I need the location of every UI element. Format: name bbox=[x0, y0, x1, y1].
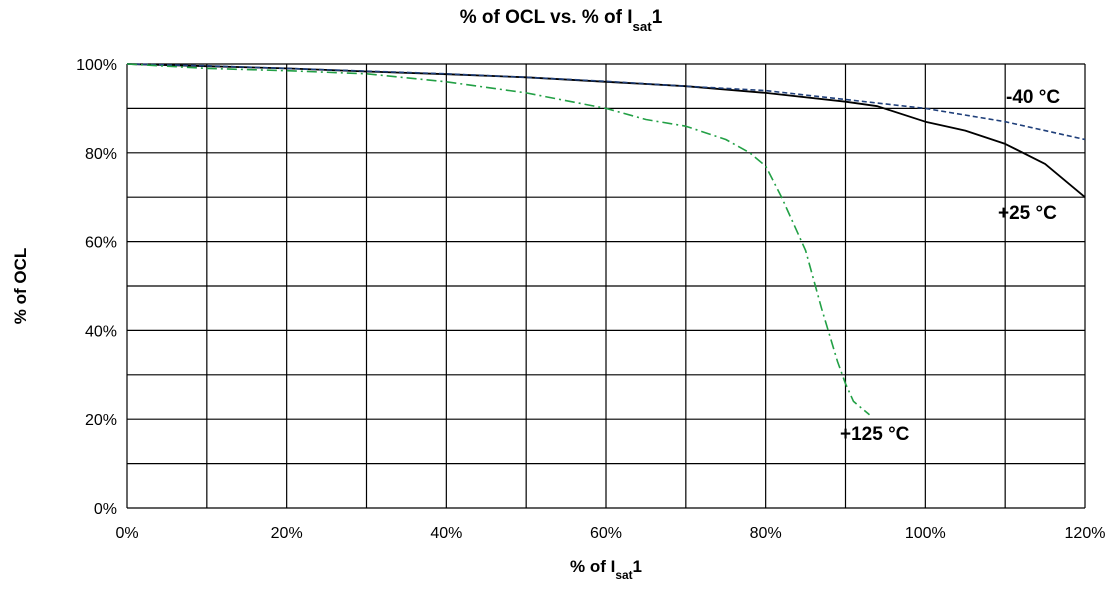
chart-title: % of OCL vs. % of Isat1 bbox=[460, 7, 663, 34]
series-label: +25 °C bbox=[998, 203, 1057, 224]
x-tick-label: 60% bbox=[590, 525, 622, 542]
y-tick-label: 40% bbox=[85, 323, 117, 340]
x-tick-label: 40% bbox=[430, 525, 462, 542]
y-tick-label: 60% bbox=[85, 235, 117, 252]
y-axis-title: % of OCL bbox=[11, 248, 30, 325]
series-line bbox=[126, 63, 871, 416]
x-tick-label: 120% bbox=[1065, 525, 1106, 542]
x-tick-label: 80% bbox=[750, 525, 782, 542]
y-tick-label: 0% bbox=[94, 501, 117, 518]
series-label: +125 °C bbox=[840, 424, 910, 445]
y-tick-label: 100% bbox=[76, 57, 117, 74]
x-tick-label: 100% bbox=[905, 525, 946, 542]
series-layer bbox=[126, 63, 1086, 416]
grid-layer bbox=[126, 63, 1086, 509]
series-labels: +25 °C -40 °C +125 °C bbox=[840, 87, 1060, 445]
x-tick-label: 0% bbox=[115, 525, 138, 542]
x-axis-title: % of Isat1 bbox=[570, 557, 642, 582]
x-tick-label: 20% bbox=[271, 525, 303, 542]
series-label: -40 °C bbox=[1006, 87, 1060, 108]
y-tick-label: 20% bbox=[85, 412, 117, 429]
tick-layer: 0% 20% 40% 60% 80% 100% 120% 0% 20% 40% 60% 80% 100% bbox=[76, 57, 1105, 542]
series-line bbox=[126, 63, 1086, 198]
y-tick-label: 80% bbox=[85, 146, 117, 163]
titles: % of OCL vs. % of Isat1 % of Isat1 % of OC… bbox=[11, 7, 663, 582]
